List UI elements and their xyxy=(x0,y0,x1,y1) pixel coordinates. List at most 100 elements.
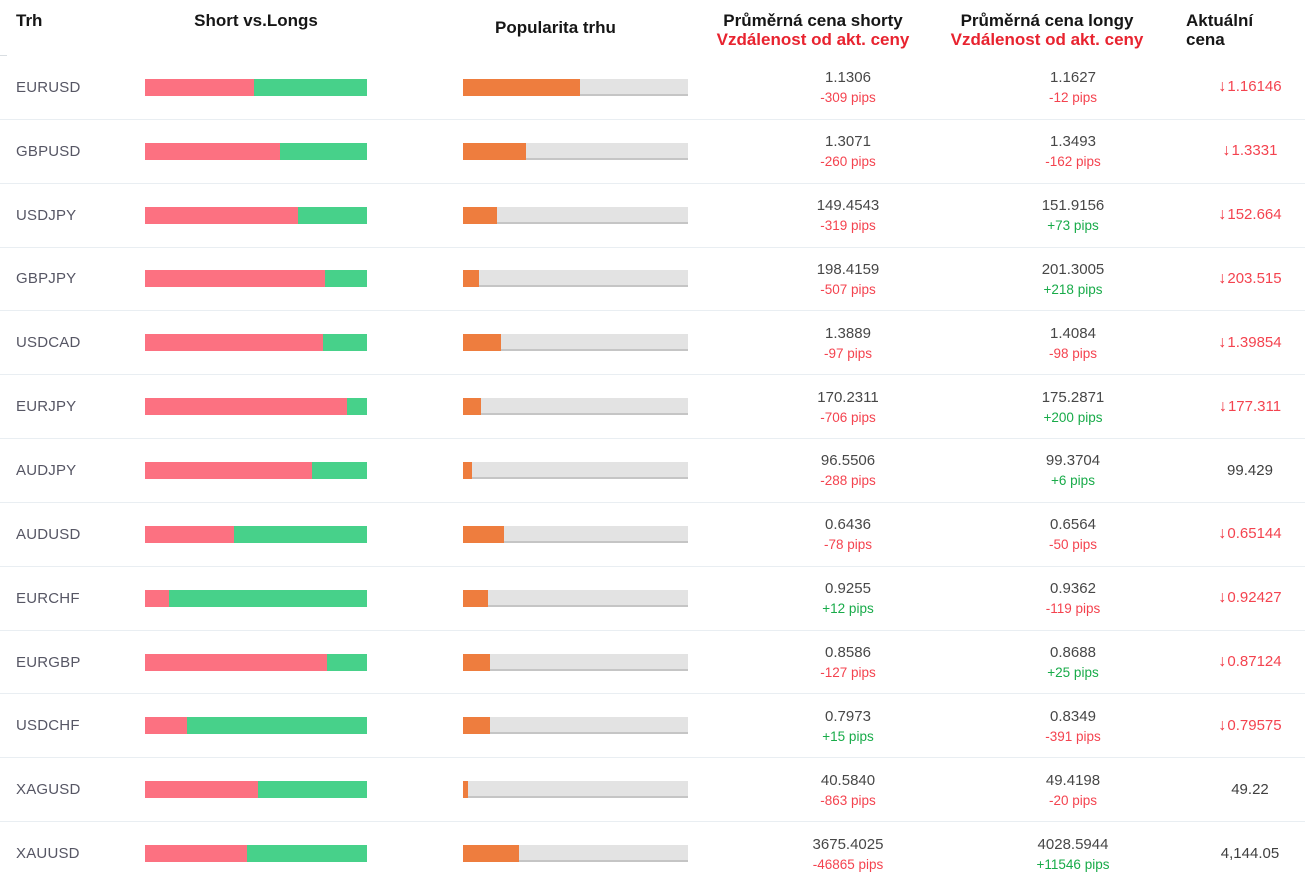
popularity-bar-fill xyxy=(463,589,488,607)
short-price-cell: 40.5840 -863 pips xyxy=(688,772,1008,808)
short-price-cell: 96.5506 -288 pips xyxy=(688,452,1008,488)
popularity-bar xyxy=(463,398,688,416)
long-avg-price: 1.1627 xyxy=(1050,69,1096,87)
short-vs-long-bar xyxy=(145,589,367,607)
popularity-bar xyxy=(463,525,688,543)
short-bar-segment xyxy=(145,589,170,607)
long-bar-segment xyxy=(327,653,367,671)
short-price-title: Průměrná cena shorty xyxy=(723,11,903,30)
column-header-market: Trh xyxy=(16,11,43,30)
table-row: EURJPY 170.2311 -706 pips 175.2871 +200 … xyxy=(0,375,1305,440)
long-bar-segment xyxy=(280,142,367,160)
short-bar-segment xyxy=(145,461,312,479)
market-symbol: EURCHF xyxy=(16,589,80,607)
short-distance-pips: -507 pips xyxy=(820,281,876,297)
table-row: AUDJPY 96.5506 -288 pips 99.3704 +6 pips… xyxy=(0,439,1305,503)
short-vs-long-bar xyxy=(145,78,367,96)
long-distance-pips: +6 pips xyxy=(1051,473,1095,489)
long-bar-segment xyxy=(324,270,367,288)
long-price-cell: 0.9362 -119 pips xyxy=(1008,580,1138,616)
popularity-bar xyxy=(463,334,688,352)
long-avg-price: 4028.5944 xyxy=(1037,835,1109,853)
current-price: 4,144.05 xyxy=(1220,845,1280,863)
short-price-cell: 1.3071 -260 pips xyxy=(688,133,1008,169)
current-price: ↓0.87124 xyxy=(1218,653,1282,671)
long-bar-segment xyxy=(169,589,367,607)
price-down-arrow-icon: ↓ xyxy=(1218,716,1227,734)
short-price-cell: 1.1306 -309 pips xyxy=(688,69,1008,105)
long-price-cell: 1.1627 -12 pips xyxy=(1008,69,1138,105)
short-distance-pips: -863 pips xyxy=(820,792,876,808)
market-symbol: EURGBP xyxy=(16,653,81,671)
short-bar-segment xyxy=(145,398,348,416)
sentiment-table: EURUSD 1.1306 -309 pips 1.1627 -12 pips … xyxy=(0,56,1305,885)
short-vs-long-bar xyxy=(145,525,367,543)
popularity-bar-fill xyxy=(463,781,468,799)
short-avg-price: 1.1306 xyxy=(825,69,871,87)
popularity-bar-fill xyxy=(463,334,502,352)
long-bar-segment xyxy=(311,461,367,479)
current-price: ↓0.92427 xyxy=(1218,589,1282,607)
market-symbol: GBPUSD xyxy=(16,142,81,160)
short-vs-long-bar xyxy=(145,270,367,288)
current-price: ↓1.3331 xyxy=(1222,142,1278,160)
current-price: 99.429 xyxy=(1227,461,1273,479)
short-vs-long-bar xyxy=(145,653,367,671)
table-row: GBPUSD 1.3071 -260 pips 1.3493 -162 pips… xyxy=(0,120,1305,184)
long-price-cell: 175.2871 +200 pips xyxy=(1008,389,1138,425)
popularity-bar-fill xyxy=(463,142,526,160)
short-price-cell: 0.6436 -78 pips xyxy=(688,516,1008,552)
short-avg-price: 0.8586 xyxy=(825,644,871,662)
current-price-title-line2: cena xyxy=(1186,30,1225,49)
long-price-cell: 1.3493 -162 pips xyxy=(1008,133,1138,169)
short-avg-price: 40.5840 xyxy=(820,771,876,789)
price-down-arrow-icon: ↓ xyxy=(1218,333,1227,351)
market-symbol: XAGUSD xyxy=(16,781,81,799)
short-distance-pips: +15 pips xyxy=(822,728,874,744)
market-symbol: EURJPY xyxy=(16,398,77,416)
short-vs-long-bar xyxy=(145,845,367,863)
popularity-bar xyxy=(463,653,688,671)
price-down-arrow-icon: ↓ xyxy=(1218,397,1227,415)
short-price-subtitle: Vzdálenost od akt. ceny xyxy=(716,30,910,49)
short-vs-long-bar xyxy=(145,781,367,799)
current-price: 49.22 xyxy=(1231,781,1269,799)
current-price: ↓0.79575 xyxy=(1218,716,1282,734)
table-row: XAUUSD 3675.4025 -46865 pips 4028.5944 +… xyxy=(0,822,1305,885)
long-bar-segment xyxy=(187,717,367,735)
short-price-cell: 198.4159 -507 pips xyxy=(688,261,1008,297)
long-distance-pips: -20 pips xyxy=(1048,792,1098,808)
short-bar-segment xyxy=(145,142,281,160)
popularity-bar xyxy=(463,461,688,479)
column-header-current-price: Aktuální cena xyxy=(1138,11,1305,49)
column-header-short-price: Průměrná cena shorty Vzdálenost od akt. … xyxy=(717,11,910,49)
short-price-cell: 0.7973 +15 pips xyxy=(688,708,1008,744)
short-price-cell: 3675.4025 -46865 pips xyxy=(688,836,1008,872)
table-row: GBPJPY 198.4159 -507 pips 201.3005 +218 … xyxy=(0,248,1305,312)
long-distance-pips: -12 pips xyxy=(1048,90,1098,106)
price-down-arrow-icon: ↓ xyxy=(1218,589,1227,607)
current-price: ↓1.39854 xyxy=(1218,333,1282,351)
short-avg-price: 1.3889 xyxy=(825,324,871,342)
short-bar-segment xyxy=(145,653,328,671)
table-row: USDCHF 0.7973 +15 pips 0.8349 -391 pips … xyxy=(0,694,1305,759)
short-avg-price: 0.7973 xyxy=(825,707,871,725)
short-price-cell: 0.9255 +12 pips xyxy=(688,580,1008,616)
column-header-popularity: Popularita trhu xyxy=(495,18,616,37)
short-vs-long-bar xyxy=(145,142,367,160)
market-symbol: USDCHF xyxy=(16,717,80,735)
popularity-bar-fill xyxy=(463,525,504,543)
price-down-arrow-icon: ↓ xyxy=(1218,206,1227,224)
popularity-bar xyxy=(463,142,688,160)
market-symbol: USDJPY xyxy=(16,206,77,224)
short-price-cell: 170.2311 -706 pips xyxy=(688,389,1008,425)
short-vs-long-bar xyxy=(145,398,367,416)
current-price: ↓1.16146 xyxy=(1218,78,1282,96)
short-avg-price: 0.9255 xyxy=(825,580,871,598)
long-price-cell: 0.8688 +25 pips xyxy=(1008,644,1138,680)
table-row: USDCAD 1.3889 -97 pips 1.4084 -98 pips ↓… xyxy=(0,311,1305,376)
header-divider xyxy=(0,55,7,56)
short-distance-pips: -706 pips xyxy=(820,409,876,425)
price-down-arrow-icon: ↓ xyxy=(1218,78,1227,96)
long-price-cell: 99.3704 +6 pips xyxy=(1008,452,1138,488)
